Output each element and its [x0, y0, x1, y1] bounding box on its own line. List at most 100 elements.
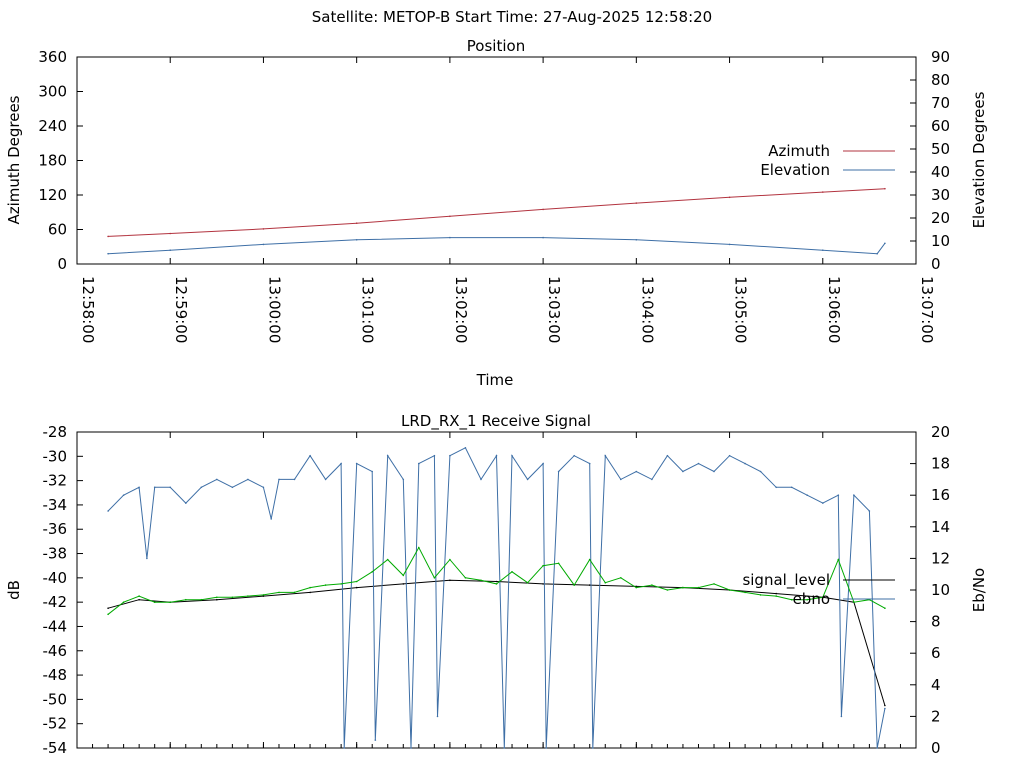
series-point: [884, 607, 886, 609]
y2-tick-label: 14: [931, 518, 950, 536]
series-point: [371, 571, 374, 573]
series-point: [822, 596, 824, 599]
series-point: [449, 579, 451, 582]
x-tick-label: 12:58:00: [79, 276, 97, 343]
series-point: [138, 598, 140, 601]
series-point: [309, 591, 311, 594]
series-point: [635, 239, 638, 241]
y2-tick-label: 16: [931, 486, 950, 504]
series-point: [146, 557, 148, 560]
x-tick-label: 13:01:00: [359, 276, 377, 343]
x-tick-label: 13:05:00: [732, 276, 750, 343]
series-point: [107, 235, 109, 238]
y-tick-label: -38: [43, 545, 68, 563]
series-point: [185, 598, 187, 601]
signal-series: [107, 447, 886, 749]
series-point: [355, 462, 358, 465]
signal-plot-frame: [76, 431, 917, 749]
series-point: [247, 595, 249, 597]
y2-tick-label: 70: [931, 94, 950, 112]
series-point: [876, 747, 878, 749]
legend-signal-level-label: signal_level: [742, 571, 830, 590]
series-point: [355, 580, 358, 583]
y2-tick-label: 60: [931, 117, 950, 135]
series-point: [418, 462, 420, 465]
series-point: [185, 502, 187, 504]
series-point: [418, 546, 420, 549]
y-tick-label: -36: [43, 520, 68, 538]
series-point: [511, 571, 513, 573]
series-point: [775, 595, 777, 597]
series-point: [138, 486, 140, 489]
series-point: [247, 478, 249, 481]
series-point: [495, 583, 498, 585]
y2-tick-label: 4: [931, 676, 941, 694]
series-point: [340, 462, 342, 465]
series-point: [355, 586, 358, 589]
series-point: [262, 595, 265, 597]
series-point: [604, 581, 607, 584]
y2-tick-label: 90: [931, 48, 950, 66]
series-point: [840, 715, 843, 718]
series-point: [557, 470, 560, 473]
series-point: [464, 447, 467, 449]
position-panel: Position 0 60 120 180 240 300 360 0 10 20 30 40 50 60…: [5, 37, 988, 389]
series-point: [837, 558, 840, 561]
series-point: [588, 584, 591, 586]
legend-azimuth-label: Azimuth: [768, 142, 830, 160]
y-tick-label: -54: [43, 739, 68, 757]
series-point: [728, 589, 731, 591]
series-point: [806, 494, 808, 497]
series-point: [216, 598, 218, 601]
series-point: [542, 208, 544, 211]
series-point: [278, 478, 280, 481]
y2-tick-label: 0: [931, 255, 941, 273]
series-point: [340, 583, 342, 585]
x-tick-label: 13:02:00: [452, 276, 470, 343]
y-tick-label: -44: [43, 617, 68, 635]
series-point: [620, 577, 622, 579]
series-point: [511, 454, 513, 457]
series-point: [153, 601, 156, 603]
signal-ylabel: dB: [5, 580, 23, 600]
series-point: [697, 586, 700, 589]
series-point: [542, 236, 544, 239]
series-point: [169, 232, 171, 235]
series-point: [449, 215, 451, 218]
series-point: [107, 510, 109, 512]
y2-tick-label: 10: [931, 232, 950, 250]
y-tick-label: -28: [43, 423, 68, 441]
y-tick-label: -50: [43, 690, 68, 708]
series-point: [343, 747, 346, 749]
series-point: [759, 470, 762, 473]
x-tick-label: 13:03:00: [545, 276, 563, 343]
series-point: [666, 589, 669, 591]
series-point: [682, 586, 684, 589]
series-point: [107, 607, 109, 609]
series-point: [410, 747, 412, 749]
series-point: [822, 502, 824, 504]
series-point: [386, 454, 389, 457]
series-point: [107, 613, 109, 616]
series-point: [402, 583, 405, 585]
series-point: [635, 470, 638, 473]
series-point: [309, 586, 311, 589]
signal-title: LRD_RX_1 Receive Signal: [401, 412, 591, 431]
y2-tick-label: 50: [931, 140, 950, 158]
series-point: [884, 707, 886, 710]
series-point: [728, 196, 731, 199]
series-point: [744, 591, 746, 594]
position-ylabel: Azimuth Degrees: [5, 95, 23, 224]
y-tick-label: -46: [43, 642, 68, 660]
series-point: [402, 478, 405, 481]
series-point: [697, 462, 700, 465]
series-point: [122, 601, 125, 603]
series-point: [386, 558, 389, 561]
legend-elevation-label: Elevation: [760, 161, 830, 179]
series-point: [526, 478, 529, 481]
y-tick-label: 60: [48, 221, 67, 239]
series-point: [837, 494, 840, 497]
series-point: [262, 243, 265, 246]
series-point: [107, 252, 109, 255]
position-legend: Azimuth Elevation: [760, 142, 895, 179]
